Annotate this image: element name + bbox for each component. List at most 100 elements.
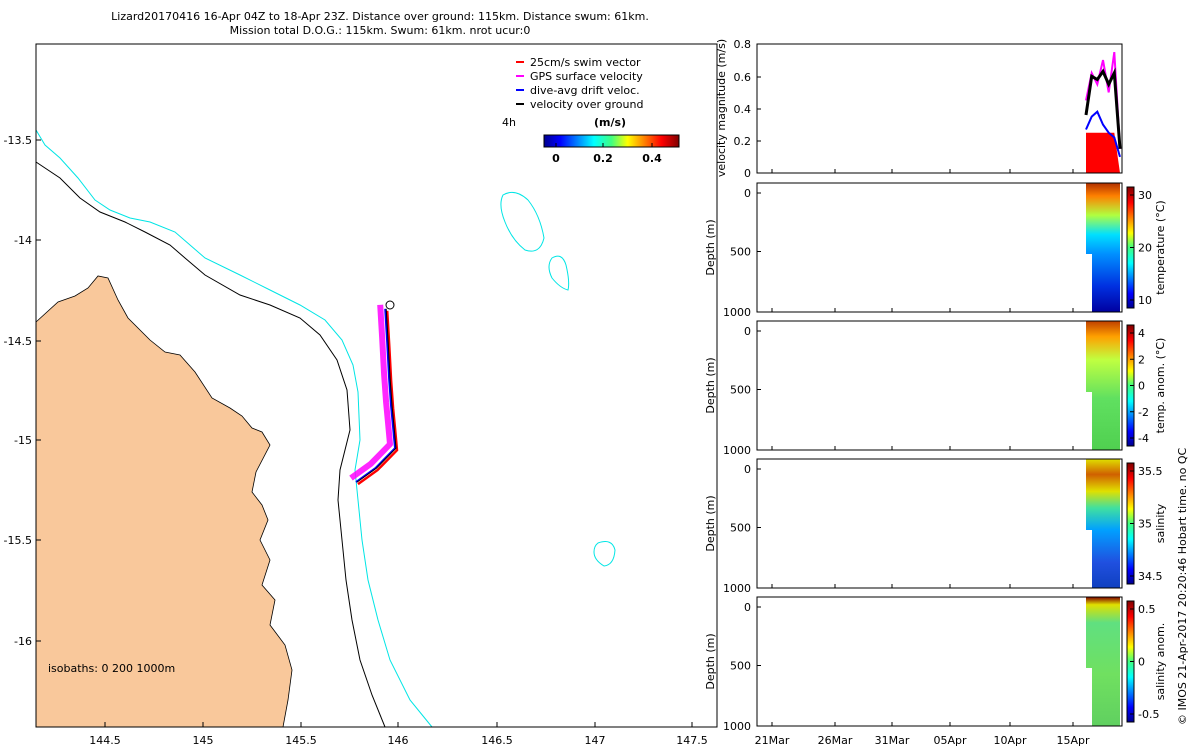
- drift-velocity-track: [355, 308, 397, 483]
- depth-ytick: 500: [730, 246, 751, 259]
- series-dive-avg-drift-veloc-: [1085, 110, 1121, 158]
- panel-sal_anom: 0 500 1000 Depth (m) 0.5 0 -0.5 salinity anom. 2…: [704, 596, 1167, 747]
- panel-temp_anom: 0 500 1000 Depth (m) 4 2 0 -2 -4 temp. anom. (°C): [704, 320, 1167, 457]
- speed-colorbar-tick: 0.2: [593, 152, 613, 165]
- velocity-ytick: 0.6: [734, 71, 752, 84]
- colorbar-unit: (m/s): [594, 116, 626, 129]
- depth-ylabel: Depth (m): [704, 219, 717, 275]
- map-panel: 144.5 145 145.5 146 146.5 147 147.5 -13.5 -14 -14…: [4, 43, 718, 747]
- title-line-2: Mission total D.O.G.: 115km. Swum: 61km.…: [229, 24, 531, 37]
- colorbar-tick: 34.5: [1138, 570, 1163, 583]
- depth-ytick: 500: [730, 660, 751, 673]
- colorbar-tick: 0.5: [1138, 603, 1156, 616]
- depth-ytick: 0: [744, 463, 751, 476]
- colorbar-tick: 2: [1138, 353, 1145, 366]
- depth-ylabel: Depth (m): [704, 633, 717, 689]
- profile-section-temperature: [1086, 183, 1120, 312]
- time-tick-label: 21Mar: [755, 734, 790, 747]
- profile-section-sal_anom: [1086, 597, 1120, 726]
- velocity-ytick: 0.4: [734, 103, 752, 116]
- depth-ytick: 0: [744, 601, 751, 614]
- depth-ytick: 1000: [723, 582, 751, 595]
- colorbar-tick: -0.5: [1138, 708, 1159, 721]
- gps-velocity-track: [349, 304, 393, 481]
- map-xtick-label: 144.5: [89, 734, 121, 747]
- colorbar-tick: 4: [1138, 327, 1145, 340]
- credit-text: © IMOS 21-Apr-2017 20:20:46 Hobart time.…: [1176, 447, 1189, 725]
- velocity-ylabel: velocity magnitude (m/s): [715, 39, 728, 177]
- glider-position-marker: [385, 300, 395, 310]
- track-group: [349, 300, 399, 486]
- map-xtick-label: 147: [585, 734, 606, 747]
- map-ytick-label: -14: [14, 234, 32, 247]
- colorbar-tick: -2: [1138, 406, 1149, 419]
- panel-velocity: 0 0.2 0.4 0.6 0.8 velocity magnitude (m/s): [715, 38, 1123, 180]
- depth-ytick: 500: [730, 384, 751, 397]
- map-ytick-label: -15: [14, 434, 32, 447]
- ground-velocity-track: [356, 308, 397, 483]
- depth-ytick: 500: [730, 522, 751, 535]
- depth-ylabel: Depth (m): [704, 495, 717, 551]
- map-xtick-label: 145: [193, 734, 214, 747]
- map-ytick-label: -16: [14, 635, 32, 648]
- colorbar-label: salinity anom.: [1154, 623, 1167, 701]
- land-polygon: [35, 275, 293, 728]
- profile-section-temp_anom: [1086, 321, 1120, 450]
- colorbar-tick: 0: [1138, 656, 1145, 669]
- depth-ytick: 0: [744, 187, 751, 200]
- colorbar-tick: 20: [1138, 242, 1152, 255]
- time-tick-label: 31Mar: [875, 734, 910, 747]
- time-tick-label: 15Apr: [1056, 734, 1090, 747]
- map-xtick-label: 145.5: [285, 734, 317, 747]
- panel-salinity: 0 500 1000 Depth (m) 35.5 35 34.5 salinity: [704, 458, 1167, 595]
- reef-isobath: [500, 191, 545, 252]
- legend-label: 25cm/s swim vector: [530, 56, 641, 69]
- profile-section-salinity: [1086, 459, 1120, 588]
- colorbar-label: temperature (°C): [1154, 200, 1167, 294]
- depth-ytick: 1000: [723, 306, 751, 319]
- colorbar-label: salinity: [1154, 503, 1167, 543]
- series-velocity-over-ground: [1084, 67, 1122, 149]
- swim-vector-series: [1086, 132, 1120, 173]
- map-ytick-label: -14.5: [4, 335, 32, 348]
- scale-label: 4h: [502, 116, 516, 129]
- map-xtick-label: 147.5: [676, 734, 708, 747]
- colorbar-tick: 30: [1138, 189, 1152, 202]
- time-tick-label: 26Mar: [818, 734, 853, 747]
- speed-colorbar-tick: 0: [552, 152, 560, 165]
- depth-ytick: 1000: [723, 720, 751, 733]
- time-series-panels: 0 0.2 0.4 0.6 0.8 velocity magnitude (m/s) 0 50…: [704, 38, 1167, 747]
- map-xtick-label: 146: [388, 734, 409, 747]
- velocity-ytick: 0: [744, 167, 751, 180]
- colorbar-tick: 10: [1138, 294, 1152, 307]
- isobath-1000-line: [35, 161, 386, 728]
- series-gps-surface-velocity: [1085, 51, 1121, 149]
- velocity-ytick: 0.8: [734, 38, 752, 51]
- map-ytick-label: -13.5: [4, 134, 32, 147]
- colorbar-tick: 35: [1138, 518, 1152, 531]
- depth-ytick: 1000: [723, 444, 751, 457]
- map-xtick-label: 146.5: [481, 734, 513, 747]
- time-tick-label: 05Apr: [933, 734, 967, 747]
- isobath-200-line: [35, 129, 433, 728]
- swim-vector-track: [357, 310, 399, 486]
- speed-colorbar-tick: 0.4: [642, 152, 662, 165]
- legend-label: velocity over ground: [530, 98, 643, 111]
- map-ytick-label: -15.5: [4, 534, 32, 547]
- speed-colorbar: [543, 134, 680, 148]
- colorbar-tick: 0: [1138, 380, 1145, 393]
- colorbar-tick: -4: [1138, 432, 1149, 445]
- isobath-label: isobaths: 0 200 1000m: [48, 662, 175, 675]
- depth-ylabel: Depth (m): [704, 357, 717, 413]
- velocity-ytick: 0.2: [734, 135, 752, 148]
- reef-isobath: [548, 255, 570, 291]
- colorbar-label: temp. anom. (°C): [1154, 338, 1167, 434]
- legend-label: dive-avg drift veloc.: [530, 84, 640, 97]
- legend-label: GPS surface velocity: [530, 70, 643, 83]
- time-tick-label: 10Apr: [993, 734, 1027, 747]
- depth-ytick: 0: [744, 325, 751, 338]
- colorbar-tick: 35.5: [1138, 465, 1163, 478]
